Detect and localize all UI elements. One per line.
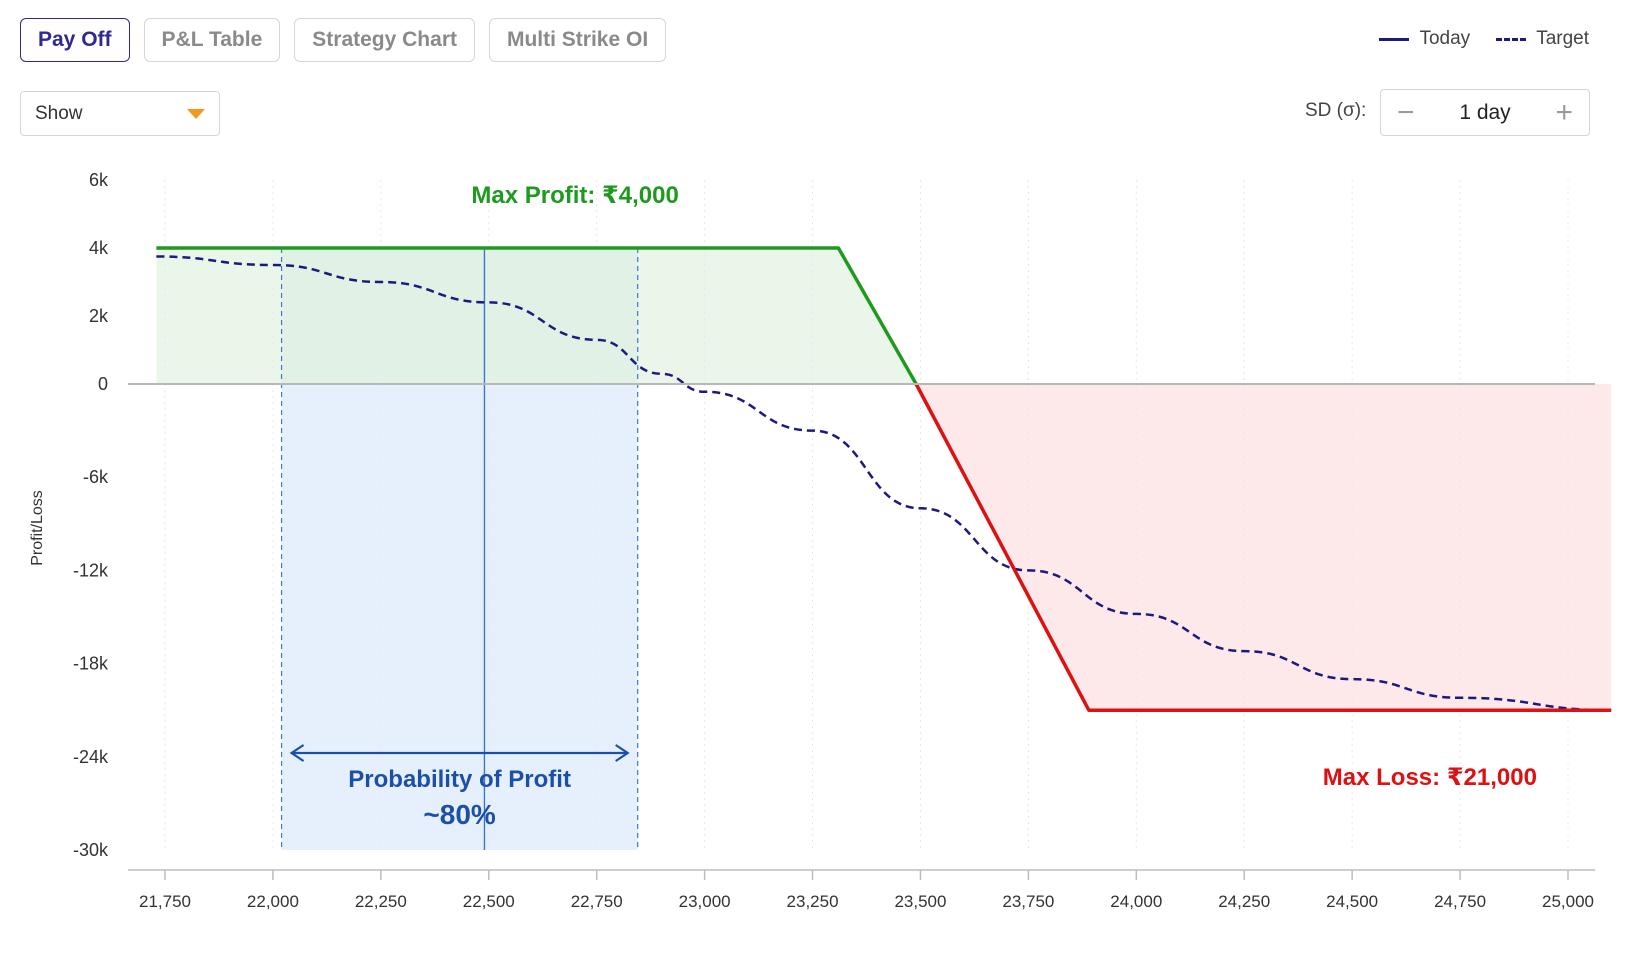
pop-band-profit — [281, 248, 638, 384]
today-loss-line — [914, 383, 1612, 712]
y-tick-label: -12k — [73, 560, 109, 580]
legend-item-today[interactable]: Today — [1379, 28, 1470, 50]
max-loss-label: Max Loss: ₹21,000 — [1323, 764, 1537, 791]
y-tick-label: -30k — [73, 840, 109, 860]
pop-label: Probability of Profit — [348, 766, 571, 793]
sd-label: SD (σ): — [1305, 100, 1367, 121]
arrow-right-icon — [615, 744, 630, 762]
chart-axes: 21,750 22,000 22,250 22,500 22,750 23,000 23,2… — [29, 170, 1595, 911]
x-tick-label: 24,500 — [1326, 892, 1378, 911]
legend-item-target[interactable]: Target — [1496, 28, 1589, 50]
plus-icon[interactable]: + — [1555, 95, 1573, 129]
x-tick-label: 24,750 — [1434, 892, 1486, 911]
sd-value: 1 day — [1459, 100, 1511, 124]
max-profit-label: Max Profit: ₹4,000 — [471, 182, 678, 209]
sd-stepper: − 1 day + — [1380, 89, 1590, 136]
y-tick-label: -6k — [83, 467, 109, 487]
show-dropdown-value: Show — [35, 102, 83, 124]
chart-series — [156, 246, 1612, 712]
legend-target-label: Target — [1536, 28, 1589, 49]
target-series-line — [156, 255, 1612, 712]
chart-shading — [156, 248, 1612, 850]
x-tick-label: 22,750 — [571, 892, 623, 911]
legend-today-label: Today — [1419, 28, 1471, 49]
dropdown-arrow-icon — [187, 108, 205, 119]
today-line-swatch — [1379, 37, 1410, 41]
minus-icon[interactable]: − — [1397, 95, 1415, 129]
y-tick-label: 0 — [98, 374, 108, 394]
chart-grid — [164, 180, 1569, 850]
tab-strategy-chart[interactable]: Strategy Chart — [294, 18, 475, 62]
y-tick-label: -24k — [73, 747, 109, 767]
chart-labels: Max Profit: ₹4,000 Max Loss: ₹21,000 Proba… — [289, 182, 1537, 830]
y-tick-label: 4k — [89, 238, 109, 258]
x-tick-label: 23,500 — [894, 892, 946, 911]
x-tick-label: 23,750 — [1002, 892, 1054, 911]
arrow-left-icon — [289, 744, 305, 762]
y-tick-label: 6k — [89, 170, 109, 190]
today-profit-line — [156, 246, 918, 385]
x-tick-label: 23,250 — [787, 892, 839, 911]
show-dropdown[interactable]: Show — [20, 91, 220, 136]
pop-value: ~80% — [423, 799, 495, 830]
chart-legend: Today Target — [1379, 28, 1589, 50]
y-tick-label: 2k — [89, 306, 109, 326]
x-tick-label: 23,000 — [679, 892, 731, 911]
x-tick-label: 25,000 — [1542, 892, 1594, 911]
x-tick-label: 22,500 — [463, 892, 515, 911]
tab-pay-off[interactable]: Pay Off — [20, 18, 130, 62]
y-axis-label: Profit/Loss — [29, 490, 46, 566]
pop-band — [281, 384, 638, 850]
y-tick-label: -18k — [73, 654, 109, 674]
x-tick-label: 24,250 — [1218, 892, 1270, 911]
loss-area — [916, 384, 1612, 711]
target-line-swatch — [1496, 37, 1527, 41]
tab-multi-strike-oi[interactable]: Multi Strike OI — [488, 18, 667, 62]
x-tick-label: 21,750 — [139, 892, 191, 911]
x-tick-label: 24,000 — [1110, 892, 1162, 911]
tab-bar: Pay Off P&L Table Strategy Chart Multi S… — [20, 18, 667, 62]
x-tick-label: 22,250 — [355, 892, 407, 911]
x-tick-label: 22,000 — [247, 892, 299, 911]
tab-pl-table[interactable]: P&L Table — [143, 18, 281, 62]
